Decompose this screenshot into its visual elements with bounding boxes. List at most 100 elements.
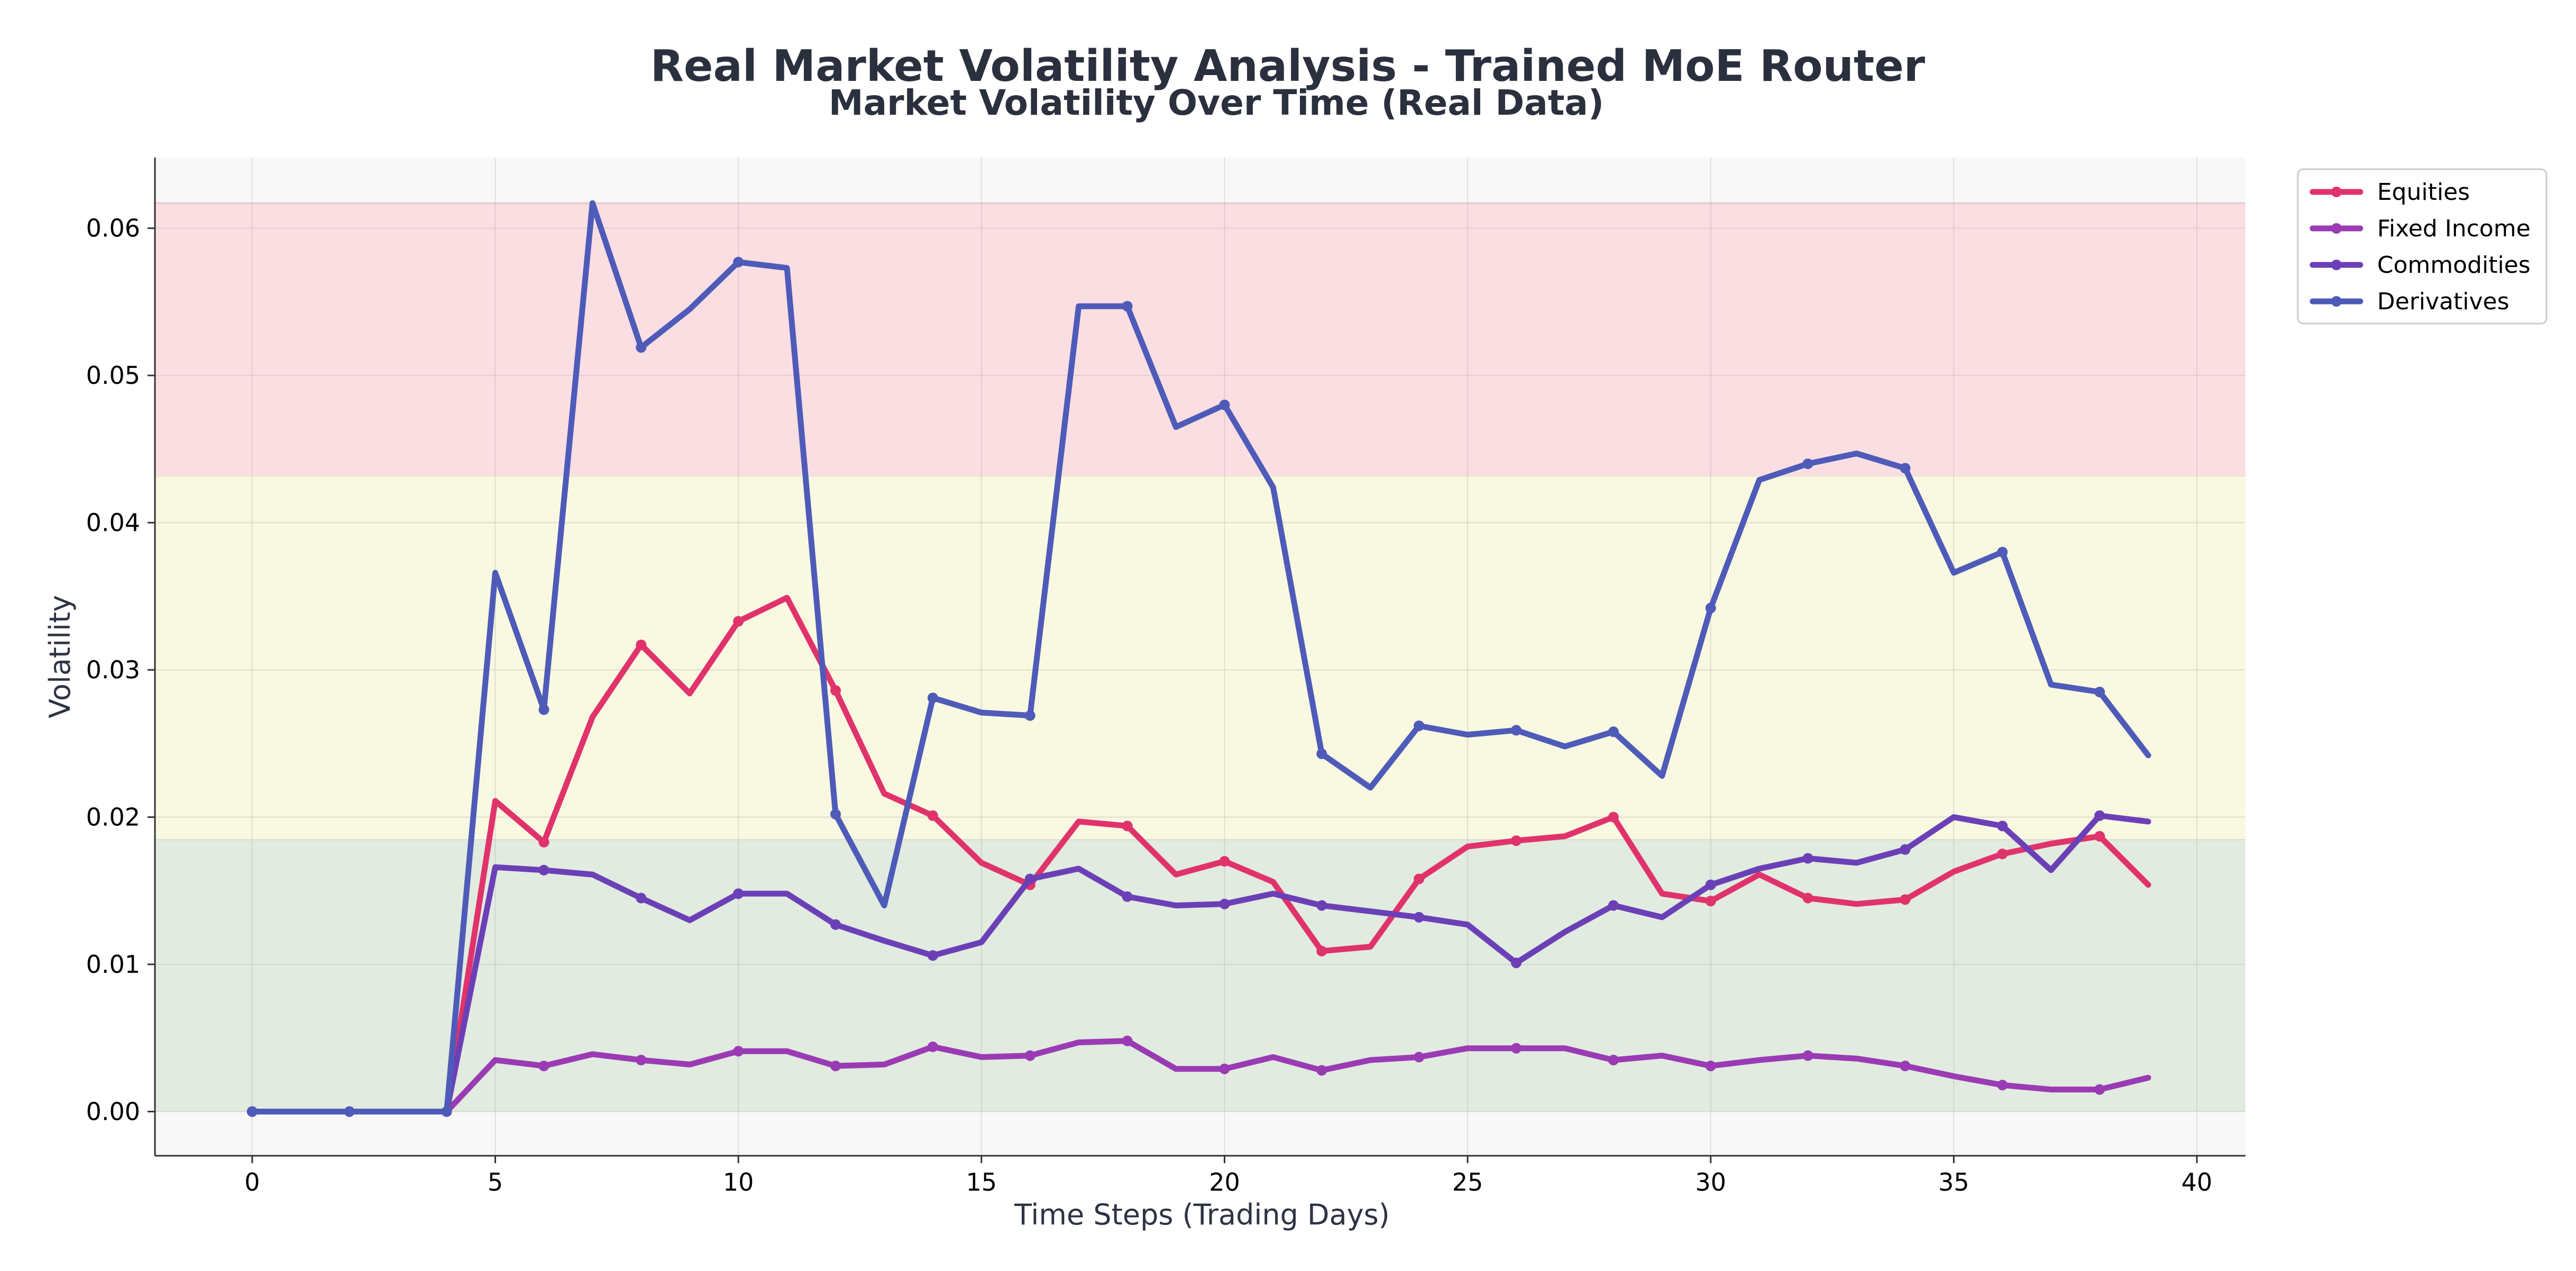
grid-lines — [155, 158, 2245, 1156]
data-point-commodities — [2094, 810, 2105, 821]
legend-marker — [2331, 296, 2342, 307]
y-axis-label: Volatility — [43, 595, 77, 718]
legend-marker — [2331, 223, 2342, 234]
y-tick-label: 0.06 — [86, 214, 140, 243]
data-point-commodities — [1316, 900, 1327, 911]
data-point-derivatives — [1997, 547, 2008, 558]
y-tick-label: 0.01 — [86, 950, 140, 979]
data-point-fixed-income — [927, 1041, 938, 1052]
data-point-derivatives — [636, 342, 647, 353]
data-point-commodities — [1122, 891, 1133, 902]
data-point-fixed-income — [1997, 1080, 2008, 1091]
x-tick-label: 35 — [1938, 1168, 1969, 1196]
legend-marker — [2331, 187, 2342, 197]
legend-label: Derivatives — [2377, 288, 2509, 315]
axes — [154, 158, 2245, 1157]
data-point-equities — [1219, 856, 1230, 867]
data-point-equities — [1414, 873, 1425, 885]
legend-label: Fixed Income — [2377, 215, 2531, 242]
data-point-derivatives — [1219, 399, 1230, 410]
figure-title: Real Market Volatility Analysis - Traine… — [650, 41, 1926, 91]
data-point-equities — [538, 836, 549, 848]
y-tick-label: 0.00 — [86, 1097, 140, 1126]
data-point-fixed-income — [1219, 1063, 1230, 1074]
series-line-equities — [249, 595, 2151, 1115]
data-point-derivatives — [1802, 458, 1813, 469]
legend-entry-fixed-income: Fixed Income — [2309, 215, 2531, 242]
data-point-derivatives — [1414, 720, 1425, 731]
data-point-equities — [1997, 849, 2008, 860]
x-tick-label: 25 — [1452, 1168, 1483, 1196]
series-line-commodities — [249, 813, 2151, 1115]
legend-entry-derivatives: Derivatives — [2309, 288, 2509, 315]
legend: Equities Fixed Income Commodities Derivativ… — [2297, 168, 2547, 325]
y-tick-label: 0.04 — [86, 509, 140, 537]
data-point-commodities — [927, 950, 938, 961]
x-tick-label: 15 — [966, 1168, 997, 1196]
y-tick-label: 0.02 — [86, 803, 140, 832]
data-point-derivatives — [441, 1106, 452, 1117]
data-point-equities — [1511, 835, 1522, 846]
data-point-fixed-income — [636, 1054, 647, 1065]
data-point-derivatives — [1316, 748, 1327, 759]
data-point-commodities — [636, 892, 647, 904]
tick-layer: 0 5 10 15 20 25 30 35 40 0.00 0.01 0.02 0.03 0.04 0.05… — [86, 214, 2213, 1196]
data-point-fixed-income — [1900, 1061, 1911, 1072]
x-tick-label: 30 — [1695, 1168, 1726, 1196]
data-point-equities — [830, 685, 841, 696]
data-point-fixed-income — [2094, 1084, 2105, 1095]
chart-title: Market Volatility Over Time (Real Data) — [829, 82, 1604, 123]
data-point-derivatives — [344, 1106, 355, 1117]
data-point-equities — [1705, 896, 1716, 907]
data-point-derivatives — [1608, 726, 1619, 738]
data-point-derivatives — [538, 704, 549, 715]
data-point-derivatives — [1511, 725, 1522, 736]
data-point-commodities — [1802, 853, 1813, 864]
data-point-derivatives — [1900, 463, 1911, 474]
legend-marker — [2331, 260, 2342, 270]
data-point-fixed-income — [1316, 1065, 1327, 1076]
x-tick-label: 40 — [2181, 1168, 2213, 1196]
data-point-equities — [733, 616, 744, 627]
data-point-commodities — [830, 919, 841, 930]
series-commodities — [246, 810, 2151, 1117]
data-point-derivatives — [246, 1106, 258, 1117]
data-point-derivatives — [733, 256, 744, 268]
data-point-commodities — [733, 888, 744, 899]
volatility-band-2 — [155, 203, 2245, 476]
data-point-derivatives — [1024, 710, 1035, 721]
data-point-fixed-income — [538, 1061, 549, 1072]
data-point-fixed-income — [1414, 1052, 1425, 1063]
data-point-fixed-income — [1122, 1035, 1133, 1046]
data-point-commodities — [1219, 898, 1230, 909]
data-point-commodities — [1705, 879, 1716, 890]
data-point-derivatives — [830, 808, 841, 819]
series-line-derivatives — [249, 200, 2151, 1115]
x-tick-label: 20 — [1209, 1168, 1240, 1196]
data-point-derivatives — [1705, 603, 1716, 614]
data-point-fixed-income — [1705, 1061, 1716, 1072]
data-point-commodities — [1024, 873, 1035, 885]
volatility-band-1 — [155, 475, 2245, 840]
legend-label: Equities — [2377, 179, 2470, 206]
data-point-fixed-income — [1024, 1050, 1035, 1061]
data-point-commodities — [1608, 900, 1619, 911]
x-axis-label: Time Steps (Trading Days) — [1014, 1198, 1390, 1231]
data-point-commodities — [1414, 911, 1425, 923]
data-point-equities — [1608, 812, 1619, 823]
data-point-commodities — [1900, 844, 1911, 855]
data-point-equities — [1802, 892, 1813, 904]
data-point-derivatives — [1122, 301, 1133, 312]
data-point-equities — [636, 639, 647, 650]
data-point-commodities — [538, 864, 549, 876]
data-point-fixed-income — [1802, 1050, 1813, 1061]
data-point-derivatives — [2094, 686, 2105, 697]
x-tick-label: 0 — [244, 1168, 260, 1196]
data-point-equities — [1900, 894, 1911, 905]
data-point-fixed-income — [1511, 1043, 1522, 1054]
volatility-bands — [155, 202, 2245, 1112]
y-tick-label: 0.05 — [86, 361, 140, 390]
x-tick-label: 5 — [488, 1168, 503, 1196]
data-point-equities — [2094, 831, 2105, 842]
